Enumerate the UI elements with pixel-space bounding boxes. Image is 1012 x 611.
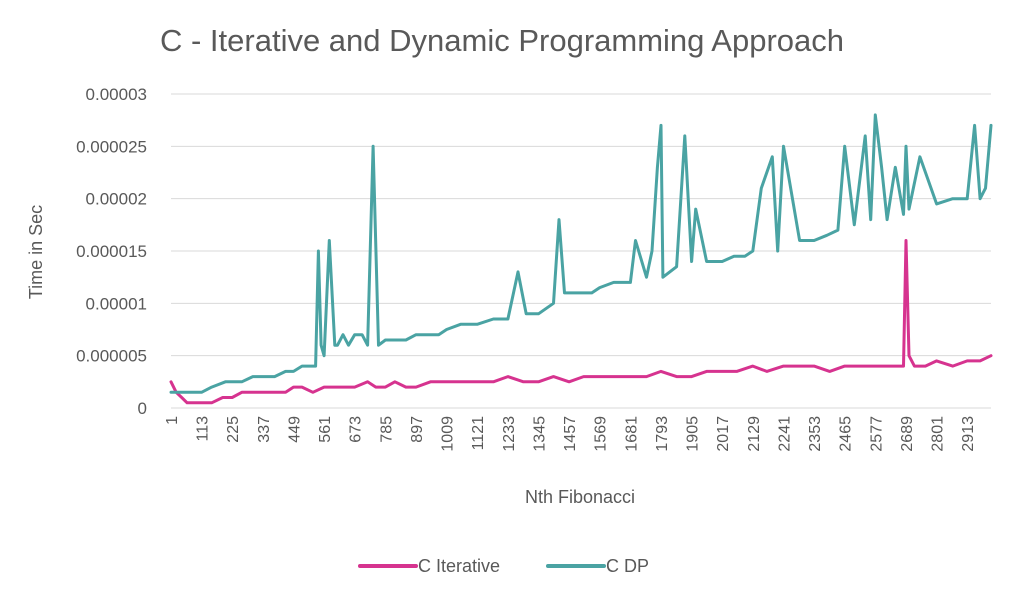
x-tick-label: 1009	[440, 416, 457, 452]
gridlines	[171, 93, 991, 409]
x-tick-label: 225	[225, 416, 242, 443]
x-axis-ticks: 1 113 225 337 449 561 673 785 897 1009 1121 1233 134…	[164, 416, 977, 452]
x-tick-label: 1121	[470, 416, 487, 451]
legend-label: C Iterative	[418, 556, 500, 576]
series-line-c-dp	[169, 113, 993, 394]
series-line-c-iterative	[169, 239, 993, 405]
x-tick-label: 2913	[960, 416, 977, 452]
x-tick-label: 785	[378, 416, 395, 443]
x-tick-label: 2465	[838, 416, 855, 452]
y-tick-label: 0.00001	[86, 294, 147, 313]
x-tick-label: 2353	[807, 416, 824, 452]
x-tick-label: 113	[195, 416, 212, 442]
x-tick-label: 2241	[776, 416, 793, 452]
y-tick-label: 0.000015	[76, 242, 147, 261]
x-tick-label: 1	[164, 416, 181, 425]
x-tick-label: 449	[286, 416, 303, 443]
y-axis-label: Time in Sec	[26, 205, 46, 299]
x-tick-label: 561	[317, 416, 334, 443]
y-tick-label: 0.000025	[76, 137, 147, 156]
x-tick-label: 1793	[654, 416, 671, 452]
x-tick-label: 1233	[501, 416, 518, 452]
series-lines	[169, 113, 993, 405]
x-tick-label: 337	[256, 416, 273, 443]
y-tick-label: 0.00002	[86, 190, 147, 209]
y-tick-label: 0.000005	[76, 347, 147, 366]
y-axis-ticks: 0 0.000005 0.00001 0.000015 0.00002 0.000025 0…	[76, 85, 147, 418]
x-tick-label: 2689	[899, 416, 916, 452]
x-tick-label: 1681	[623, 416, 640, 452]
x-tick-label: 2129	[746, 416, 763, 452]
x-tick-label: 1457	[562, 416, 579, 452]
x-tick-label: 1345	[531, 416, 548, 452]
legend-label: C DP	[606, 556, 649, 576]
x-tick-label: 2801	[930, 416, 947, 452]
chart-title: C - Iterative and Dynamic Programming Ap…	[160, 23, 844, 58]
legend: C Iterative C DP	[358, 556, 649, 576]
x-tick-label: 897	[409, 416, 426, 443]
y-tick-label: 0.00003	[86, 85, 147, 104]
x-tick-label: 1905	[685, 416, 702, 452]
x-tick-label: 2017	[715, 416, 732, 452]
x-tick-label: 673	[348, 416, 365, 443]
x-tick-label: 2577	[868, 416, 885, 452]
x-tick-label: 1569	[593, 416, 610, 452]
y-tick-label: 0	[138, 399, 147, 418]
x-axis-label: Nth Fibonacci	[525, 487, 635, 507]
